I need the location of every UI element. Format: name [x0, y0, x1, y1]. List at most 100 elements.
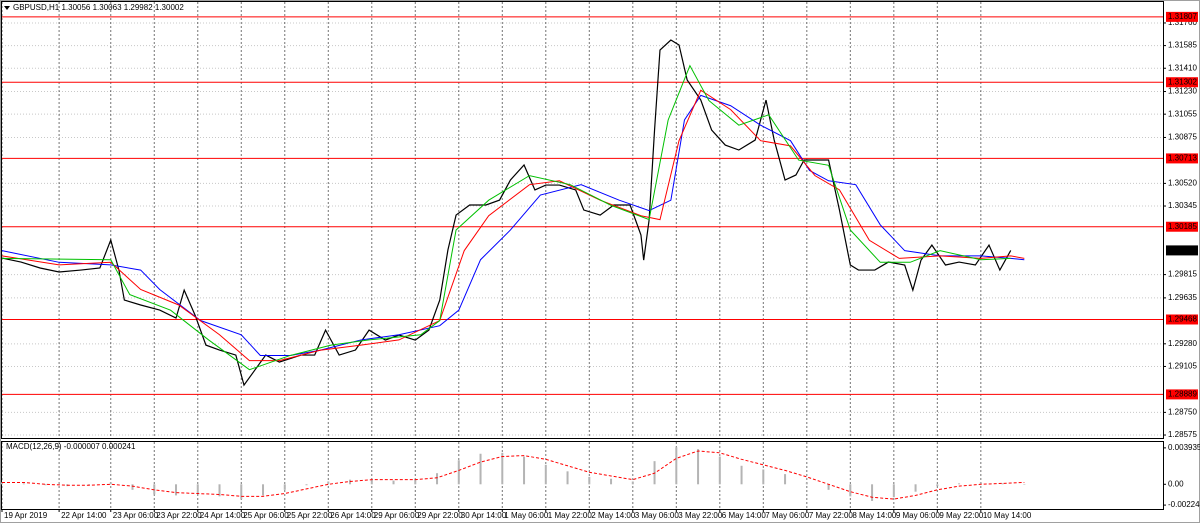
- x-tick-label: 8 May 14:00: [852, 511, 897, 520]
- level-label: 1.31807: [1168, 12, 1197, 21]
- level-label-box: [1166, 221, 1198, 232]
- macd-bar: [523, 456, 526, 485]
- level-label-box: [1166, 77, 1198, 88]
- macd-bar: [131, 484, 134, 490]
- level-label: 1.31302: [1168, 77, 1197, 86]
- macd-bar: [196, 484, 199, 494]
- y-tick-label: 1.31230: [1168, 87, 1197, 96]
- macd-bar: [566, 471, 569, 485]
- level-label-box: [1166, 153, 1198, 164]
- macd-bar: [675, 447, 678, 485]
- macd-bar: [1, 482, 3, 485]
- x-tick-label: 6 May 14:00: [722, 511, 767, 520]
- macd-bar: [631, 481, 634, 485]
- macd-bar: [697, 449, 700, 485]
- macd-bar: [784, 474, 787, 485]
- level-label-box: [1166, 389, 1198, 400]
- macd-bar: [327, 481, 330, 485]
- y-tick-label: 1.29815: [1168, 270, 1197, 279]
- main-window: [1, 1, 1164, 439]
- labels: 1.31760 1.31585 1.31410 1.31230 1.31055 1.308…: [4, 11, 1200, 520]
- macd-bar: [762, 469, 765, 485]
- macd-bar: [588, 476, 591, 485]
- macd-bar: [958, 483, 961, 485]
- level-label: 1.28889: [1168, 390, 1197, 399]
- macd-bar: [1001, 483, 1004, 485]
- y-tick-label: 1.31410: [1168, 63, 1197, 72]
- macd-bar: [240, 484, 243, 500]
- x-tick-label: 24 Apr 14:00: [200, 511, 246, 520]
- y-tick-label: 1.31585: [1168, 41, 1197, 50]
- y-tick-label: 1.29105: [1168, 362, 1197, 371]
- x-tick-label: 7 May 06:00: [765, 511, 810, 520]
- macd-bar: [218, 484, 221, 497]
- grid: [1, 2, 1166, 512]
- x-tick-label: 1 May 22:00: [548, 511, 593, 520]
- x-tick-label: 29 Apr 06:00: [374, 511, 420, 520]
- macd-bar: [44, 484, 47, 486]
- macd-bar: [283, 484, 286, 490]
- y-tick-label: 1.31055: [1168, 109, 1197, 118]
- macd-bar: [414, 478, 417, 485]
- y-tick-label: 1.28750: [1168, 407, 1197, 416]
- y-tick-label: -0.002248: [1168, 500, 1200, 509]
- macd-bar: [827, 484, 830, 490]
- marks: [1, 16, 1163, 501]
- x-tick-label: 23 Apr 06:00: [113, 511, 159, 520]
- macd-bar: [544, 464, 547, 485]
- macd-bar: [392, 480, 395, 485]
- level-label: 1.30185: [1168, 222, 1197, 231]
- macd-bar: [718, 456, 721, 485]
- macd-bar: [936, 484, 939, 487]
- x-tick-label: 1 May 06:00: [504, 511, 549, 520]
- x-tick-label: 23 Apr 22:00: [156, 511, 202, 520]
- last-price-label: 1.30002: [1168, 246, 1197, 255]
- macd-bar: [457, 460, 460, 485]
- macd-bar: [262, 484, 265, 496]
- macd-bar: [979, 482, 982, 485]
- moving-average: [1, 64, 1011, 371]
- y-tick-label: 1.28575: [1168, 430, 1197, 439]
- macd-bar: [849, 484, 852, 497]
- y-tick-label: 0.00: [1168, 479, 1184, 488]
- macd-bar: [305, 484, 308, 486]
- x-tick-label: 30 Apr 14:00: [461, 511, 507, 520]
- x-tick-label: 26 Apr 14:00: [330, 511, 376, 520]
- last-price-box: [1166, 245, 1198, 256]
- macd-bar: [370, 478, 373, 485]
- y-tick-label: 1.29280: [1168, 339, 1197, 348]
- macd-bar: [22, 483, 25, 485]
- x-tick-label: 29 Apr 22:00: [417, 511, 463, 520]
- y-tick-label: 1.30875: [1168, 133, 1197, 142]
- x-tick-label: 25 Apr 22:00: [287, 511, 333, 520]
- y-tick-label: 1.31760: [1168, 18, 1197, 27]
- x-tick-label: 2 May 14:00: [591, 511, 636, 520]
- level-label-box: [1166, 11, 1198, 22]
- x-tick-label: 25 Apr 06:00: [243, 511, 289, 520]
- macd-title: MACD(12,26,9) -0.000007 0.000241: [6, 442, 136, 451]
- moving-average: [1, 94, 1025, 356]
- macd-bar: [436, 473, 439, 485]
- x-tick-label: 10 May 14:00: [983, 511, 1032, 520]
- moving-average: [1, 89, 1025, 362]
- macd-bar: [805, 482, 808, 485]
- macd-bar: [914, 484, 917, 492]
- x-tick-label: 3 May 06:00: [635, 511, 680, 520]
- x-tick-label: 3 May 22:00: [678, 511, 723, 520]
- x-tick-label: 9 May 22:00: [939, 511, 984, 520]
- x-tick-label: 9 May 06:00: [896, 511, 941, 520]
- macd-bar: [109, 482, 112, 485]
- level-label-box: [1166, 314, 1198, 325]
- macd-bar: [740, 465, 743, 485]
- y-tick-label: 1.30345: [1168, 201, 1197, 210]
- x-tick-label: 22 Apr 14:00: [61, 511, 107, 520]
- x-tick-label: 19 Apr 2019: [4, 511, 48, 520]
- macd-bar: [871, 484, 874, 501]
- macd-bar: [610, 478, 613, 485]
- macd-bar: [479, 453, 482, 485]
- macd-bar: [501, 452, 504, 485]
- level-label: 1.30713: [1168, 154, 1197, 163]
